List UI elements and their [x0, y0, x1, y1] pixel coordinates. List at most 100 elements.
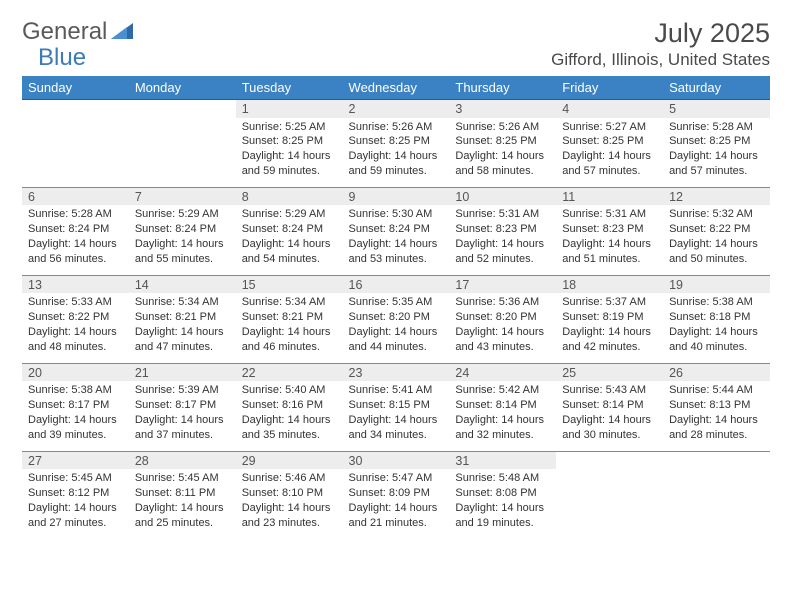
daylight-line: Daylight: 14 hours and 50 minutes.	[669, 237, 764, 267]
day-number	[129, 100, 236, 118]
day-number: 30	[343, 451, 450, 469]
sunrise-line: Sunrise: 5:31 AM	[455, 207, 550, 222]
day-cell: Sunrise: 5:42 AMSunset: 8:14 PMDaylight:…	[449, 381, 556, 451]
sunset-line: Sunset: 8:20 PM	[349, 310, 444, 325]
day-number: 27	[22, 451, 129, 469]
daylight-line: Daylight: 14 hours and 57 minutes.	[669, 149, 764, 179]
day-cell: Sunrise: 5:38 AMSunset: 8:18 PMDaylight:…	[663, 293, 770, 363]
day-cell	[129, 118, 236, 188]
sunrise-line: Sunrise: 5:31 AM	[562, 207, 657, 222]
sunset-line: Sunset: 8:25 PM	[242, 134, 337, 149]
sunset-line: Sunset: 8:17 PM	[135, 398, 230, 413]
day-number: 25	[556, 363, 663, 381]
day-cell: Sunrise: 5:45 AMSunset: 8:12 PMDaylight:…	[22, 469, 129, 538]
sunset-line: Sunset: 8:21 PM	[242, 310, 337, 325]
day-number: 13	[22, 275, 129, 293]
sunrise-line: Sunrise: 5:27 AM	[562, 120, 657, 135]
day-cell: Sunrise: 5:46 AMSunset: 8:10 PMDaylight:…	[236, 469, 343, 538]
daylight-line: Daylight: 14 hours and 25 minutes.	[135, 501, 230, 531]
day-cell: Sunrise: 5:45 AMSunset: 8:11 PMDaylight:…	[129, 469, 236, 538]
sunrise-line: Sunrise: 5:38 AM	[28, 383, 123, 398]
sunrise-line: Sunrise: 5:36 AM	[455, 295, 550, 310]
daylight-line: Daylight: 14 hours and 55 minutes.	[135, 237, 230, 267]
sunrise-line: Sunrise: 5:45 AM	[28, 471, 123, 486]
day-header-row: Sunday Monday Tuesday Wednesday Thursday…	[22, 76, 770, 100]
day-cell: Sunrise: 5:38 AMSunset: 8:17 PMDaylight:…	[22, 381, 129, 451]
sunset-line: Sunset: 8:24 PM	[28, 222, 123, 237]
day-number: 1	[236, 100, 343, 118]
sunrise-line: Sunrise: 5:28 AM	[669, 120, 764, 135]
daylight-line: Daylight: 14 hours and 37 minutes.	[135, 413, 230, 443]
daylight-line: Daylight: 14 hours and 52 minutes.	[455, 237, 550, 267]
day-number: 26	[663, 363, 770, 381]
sunset-line: Sunset: 8:17 PM	[28, 398, 123, 413]
daylight-line: Daylight: 14 hours and 27 minutes.	[28, 501, 123, 531]
dayname: Saturday	[663, 76, 770, 100]
daylight-line: Daylight: 14 hours and 34 minutes.	[349, 413, 444, 443]
day-cell: Sunrise: 5:28 AMSunset: 8:25 PMDaylight:…	[663, 118, 770, 188]
day-number	[22, 100, 129, 118]
day-number: 12	[663, 187, 770, 205]
day-cell: Sunrise: 5:41 AMSunset: 8:15 PMDaylight:…	[343, 381, 450, 451]
day-number: 28	[129, 451, 236, 469]
daynum-row: 12345	[22, 100, 770, 118]
day-cell: Sunrise: 5:25 AMSunset: 8:25 PMDaylight:…	[236, 118, 343, 188]
dayname: Thursday	[449, 76, 556, 100]
day-cell: Sunrise: 5:32 AMSunset: 8:22 PMDaylight:…	[663, 205, 770, 275]
sunset-line: Sunset: 8:11 PM	[135, 486, 230, 501]
day-content-row: Sunrise: 5:38 AMSunset: 8:17 PMDaylight:…	[22, 381, 770, 451]
calendar-table: Sunday Monday Tuesday Wednesday Thursday…	[22, 76, 770, 538]
day-cell: Sunrise: 5:43 AMSunset: 8:14 PMDaylight:…	[556, 381, 663, 451]
dayname: Monday	[129, 76, 236, 100]
brand-suffix-wrap: Blue	[38, 44, 86, 72]
sunset-line: Sunset: 8:24 PM	[349, 222, 444, 237]
sunrise-line: Sunrise: 5:29 AM	[135, 207, 230, 222]
daylight-line: Daylight: 14 hours and 53 minutes.	[349, 237, 444, 267]
daylight-line: Daylight: 14 hours and 39 minutes.	[28, 413, 123, 443]
day-cell: Sunrise: 5:31 AMSunset: 8:23 PMDaylight:…	[449, 205, 556, 275]
sunrise-line: Sunrise: 5:34 AM	[242, 295, 337, 310]
sunrise-line: Sunrise: 5:37 AM	[562, 295, 657, 310]
daylight-line: Daylight: 14 hours and 59 minutes.	[242, 149, 337, 179]
sunrise-line: Sunrise: 5:42 AM	[455, 383, 550, 398]
day-number: 24	[449, 363, 556, 381]
location: Gifford, Illinois, United States	[551, 50, 770, 70]
sunset-line: Sunset: 8:25 PM	[455, 134, 550, 149]
day-cell: Sunrise: 5:28 AMSunset: 8:24 PMDaylight:…	[22, 205, 129, 275]
header: General July 2025 Gifford, Illinois, Uni…	[22, 18, 770, 70]
day-cell: Sunrise: 5:26 AMSunset: 8:25 PMDaylight:…	[343, 118, 450, 188]
day-number: 29	[236, 451, 343, 469]
day-cell: Sunrise: 5:34 AMSunset: 8:21 PMDaylight:…	[236, 293, 343, 363]
daynum-row: 13141516171819	[22, 275, 770, 293]
day-cell: Sunrise: 5:35 AMSunset: 8:20 PMDaylight:…	[343, 293, 450, 363]
daylight-line: Daylight: 14 hours and 44 minutes.	[349, 325, 444, 355]
day-cell: Sunrise: 5:26 AMSunset: 8:25 PMDaylight:…	[449, 118, 556, 188]
sunrise-line: Sunrise: 5:33 AM	[28, 295, 123, 310]
sunrise-line: Sunrise: 5:43 AM	[562, 383, 657, 398]
sunrise-line: Sunrise: 5:26 AM	[349, 120, 444, 135]
month-title: July 2025	[551, 18, 770, 49]
day-number: 23	[343, 363, 450, 381]
day-number: 17	[449, 275, 556, 293]
daylight-line: Daylight: 14 hours and 32 minutes.	[455, 413, 550, 443]
day-number: 15	[236, 275, 343, 293]
brand-logo: General	[22, 18, 135, 46]
sunrise-line: Sunrise: 5:29 AM	[242, 207, 337, 222]
daylight-line: Daylight: 14 hours and 57 minutes.	[562, 149, 657, 179]
sunset-line: Sunset: 8:25 PM	[562, 134, 657, 149]
day-number: 8	[236, 187, 343, 205]
day-cell: Sunrise: 5:47 AMSunset: 8:09 PMDaylight:…	[343, 469, 450, 538]
daylight-line: Daylight: 14 hours and 43 minutes.	[455, 325, 550, 355]
daylight-line: Daylight: 14 hours and 46 minutes.	[242, 325, 337, 355]
daynum-row: 6789101112	[22, 187, 770, 205]
day-number: 2	[343, 100, 450, 118]
sunset-line: Sunset: 8:08 PM	[455, 486, 550, 501]
sunset-line: Sunset: 8:19 PM	[562, 310, 657, 325]
daylight-line: Daylight: 14 hours and 19 minutes.	[455, 501, 550, 531]
sunset-line: Sunset: 8:15 PM	[349, 398, 444, 413]
logo-triangle-icon	[111, 21, 133, 44]
dayname: Sunday	[22, 76, 129, 100]
day-number: 22	[236, 363, 343, 381]
daylight-line: Daylight: 14 hours and 23 minutes.	[242, 501, 337, 531]
sunset-line: Sunset: 8:21 PM	[135, 310, 230, 325]
